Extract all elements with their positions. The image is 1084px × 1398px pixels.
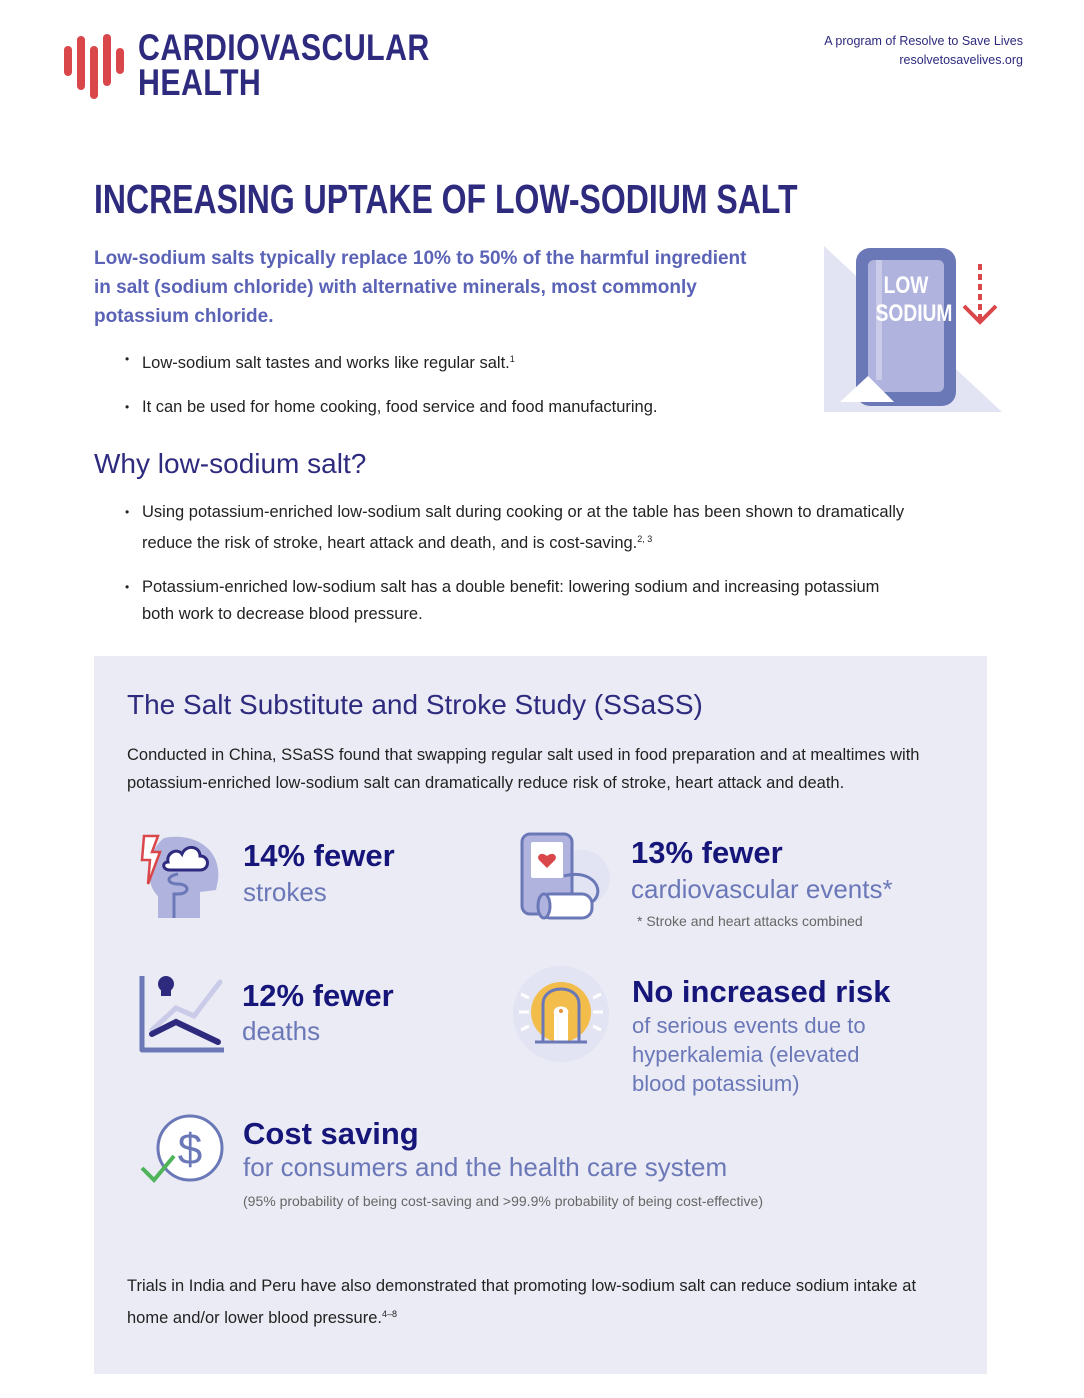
bullet-item: Potassium-enriched low-sodium salt has a… <box>125 574 906 628</box>
study-heading: The Salt Substitute and Stroke Study (SS… <box>127 689 703 720</box>
stat-subtitle: of serious events due to hyperkalemia (e… <box>632 1013 866 1096</box>
bullet-item: Low-sodium salt tastes and works like re… <box>125 346 657 377</box>
bullet-item: Using potassium-enriched low-sodium salt… <box>125 499 906 557</box>
stat-subtitle: strokes <box>243 877 327 907</box>
stat-title: Cost saving <box>243 1116 419 1151</box>
stat-subtitle: deaths <box>242 1016 321 1046</box>
why-heading: Why low-sodium salt? <box>94 448 367 479</box>
stat-title: 14% fewer <box>243 838 395 873</box>
stat-title: 13% fewer <box>631 835 783 870</box>
dollar-check-icon: $ <box>140 1114 224 1183</box>
bullet-item: It can be used for home cooking, food se… <box>125 394 657 421</box>
study-box: The Salt Substitute and Stroke Study (SS… <box>94 656 987 1374</box>
website-link[interactable]: resolvetosavelives.org <box>899 53 1023 67</box>
study-description: Conducted in China, SSaSS found that swa… <box>127 746 920 792</box>
study-footer: Trials in India and Peru have also demon… <box>127 1277 917 1327</box>
logo-text: CARDIOVASCULAR HEALTH <box>138 27 430 103</box>
stat-title: 12% fewer <box>242 978 394 1013</box>
intro-bullets: Low-sodium salt tastes and works like re… <box>125 346 657 421</box>
why-bullets: Using potassium-enriched low-sodium salt… <box>125 499 906 628</box>
logo-pulse-icon <box>64 34 124 99</box>
brain-stroke-icon <box>140 834 219 918</box>
stat-subtitle: for consumers and the health care system <box>243 1152 728 1182</box>
program-info: A program of Resolve to Save Lives resolv… <box>824 32 1023 70</box>
low-sodium-illustration: LOW SODIUM <box>824 246 1004 414</box>
intro-text: Low-sodium salts typically replace 10% t… <box>94 248 747 327</box>
page-title: INCREASING UPTAKE OF LOW-SODIUM SALT <box>94 176 798 222</box>
svg-text:$: $ <box>178 1125 202 1174</box>
blood-pressure-monitor-icon <box>520 832 610 920</box>
stat-footnote: (95% probability of being cost-saving an… <box>243 1193 763 1209</box>
death-chart-icon <box>139 976 224 1053</box>
alarm-light-icon <box>513 966 609 1062</box>
stat-title: No increased risk <box>632 974 891 1009</box>
stat-footnote: * Stroke and heart attacks combined <box>637 913 863 929</box>
stat-subtitle: cardiovascular events* <box>631 874 893 904</box>
